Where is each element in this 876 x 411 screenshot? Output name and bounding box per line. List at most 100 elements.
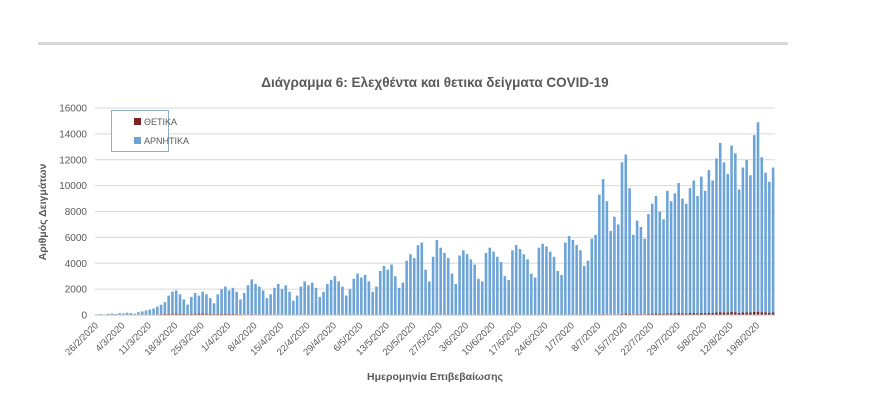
bar-negative xyxy=(106,313,110,315)
bar-positive xyxy=(737,312,741,315)
bar-negative xyxy=(700,176,703,313)
bar-negative xyxy=(431,256,435,315)
bar-negative xyxy=(545,246,548,315)
bar-negative xyxy=(367,281,371,315)
bar-negative xyxy=(492,251,495,315)
bar-negative xyxy=(212,303,216,315)
bar-negative xyxy=(178,294,182,314)
bar-negative xyxy=(378,271,382,315)
bar-negative xyxy=(635,220,639,315)
bar-negative xyxy=(446,258,450,315)
y-tick-label: 6000 xyxy=(65,233,88,244)
bar-negative xyxy=(231,287,235,314)
bar-positive xyxy=(726,312,730,315)
bar-negative xyxy=(152,308,155,315)
bar-negative xyxy=(250,279,254,315)
bar-positive xyxy=(722,312,726,315)
y-tick-label: 12000 xyxy=(59,155,87,166)
bar-negative xyxy=(140,311,144,315)
bar-negative xyxy=(246,285,250,315)
bar-negative xyxy=(322,291,325,315)
bar-negative xyxy=(533,277,537,315)
bar-negative xyxy=(726,173,730,313)
bar-negative xyxy=(110,313,114,315)
bar-positive xyxy=(658,313,662,315)
bar-positive xyxy=(718,312,722,315)
bar-negative xyxy=(174,290,178,314)
bar-negative xyxy=(424,269,427,315)
bar-negative xyxy=(318,296,322,315)
bar-negative xyxy=(571,239,575,315)
bar-negative xyxy=(643,238,646,315)
bar-negative xyxy=(182,299,186,314)
bar-negative xyxy=(647,214,650,314)
bar-positive xyxy=(741,312,745,315)
bar-positive xyxy=(700,312,703,315)
bar-negative xyxy=(307,285,310,315)
bar-negative xyxy=(360,277,363,315)
bar-negative xyxy=(280,289,284,315)
bar-negative xyxy=(575,245,578,315)
bar-negative xyxy=(428,281,431,315)
bar-positive xyxy=(190,313,193,315)
bar-negative xyxy=(197,295,201,314)
bar-positive xyxy=(167,313,170,315)
bar-negative xyxy=(673,193,677,314)
y-axis-tick-labels: 0 2000 4000 6000 8000 10000 12000 14000 16000 xyxy=(59,104,87,322)
bar-negative xyxy=(125,312,129,315)
bar-negative xyxy=(163,302,167,314)
bar-negative xyxy=(526,259,529,315)
bar-positive xyxy=(684,313,688,315)
bar-negative xyxy=(190,296,193,314)
bar-negative xyxy=(148,309,152,315)
bar-negative xyxy=(567,236,571,315)
bar-positive xyxy=(756,311,760,315)
bar-negative xyxy=(477,278,480,315)
bar-negative xyxy=(718,142,722,313)
bar-negative xyxy=(552,256,556,315)
bar-negative xyxy=(458,255,461,315)
bar-negative xyxy=(752,135,756,312)
bar-negative xyxy=(129,313,133,315)
bar-negative xyxy=(341,286,344,315)
y-tick-label: 4000 xyxy=(65,259,88,270)
bar-negative xyxy=(745,159,748,313)
x-axis-tick-labels: 26/2/20204/3/202011/3/202018/3/202025/3/… xyxy=(63,320,762,358)
bar-negative xyxy=(220,289,223,314)
bar-negative xyxy=(337,281,340,315)
bar-negative xyxy=(484,252,488,315)
y-tick-label: 2000 xyxy=(65,285,88,296)
bar-negative xyxy=(235,291,238,315)
y-tick-label: 14000 xyxy=(59,129,87,140)
bar-positive xyxy=(624,313,628,315)
legend-swatch-negative xyxy=(134,137,141,144)
bar-negative xyxy=(737,189,741,313)
bar-negative xyxy=(409,254,412,315)
bar-negative xyxy=(692,180,696,313)
y-tick-label: 8000 xyxy=(65,207,88,218)
bar-negative xyxy=(205,294,208,314)
bar-negative xyxy=(624,154,628,314)
bar-negative xyxy=(261,290,265,315)
bar-negative xyxy=(386,269,390,315)
bar-negative xyxy=(703,190,707,314)
bar-negative xyxy=(620,162,624,314)
bar-negative xyxy=(507,280,510,315)
legend-box xyxy=(111,110,169,152)
bar-positive xyxy=(677,313,680,315)
bar-negative xyxy=(401,282,405,315)
bar-negative xyxy=(435,239,439,315)
bar-negative xyxy=(171,291,174,314)
bar-negative xyxy=(265,298,269,315)
bar-positive xyxy=(760,312,764,315)
bar-negative xyxy=(496,256,499,315)
bar-negative xyxy=(133,313,136,315)
bar-negative xyxy=(662,219,665,314)
bar-negative xyxy=(416,245,420,315)
bar-negative xyxy=(450,273,454,315)
bar-negative xyxy=(216,294,220,314)
bar-negative xyxy=(734,153,737,313)
bar-negative xyxy=(333,276,337,315)
bar-negative xyxy=(284,285,288,315)
bar-negative xyxy=(707,170,711,313)
